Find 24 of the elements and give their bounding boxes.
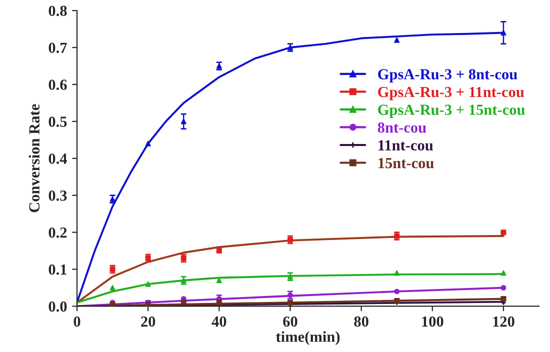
x-tick-label: 120 — [493, 316, 514, 327]
legend-label: GpsA-Ru-3 + 11nt-cou — [378, 86, 524, 100]
x-tick-label: 0 — [74, 316, 80, 327]
y-tick-label: 0.8 — [48, 6, 67, 16]
legend-label: GpsA-Ru-3 + 15nt-cou — [378, 104, 525, 118]
x-tick-label: 60 — [283, 316, 298, 327]
y-tick-label: 0.0 — [48, 301, 67, 312]
y-tick-label: 0.1 — [48, 264, 66, 275]
legend-label: GpsA-Ru-3 + 8nt-cou — [378, 69, 518, 83]
y-tick-label: 0.5 — [48, 116, 67, 127]
y-tick-label: 0.7 — [48, 42, 67, 54]
y-tick-label: 0.2 — [48, 227, 67, 238]
y-tick-label: 0.3 — [48, 190, 67, 201]
legend-label: 8nt-cou — [378, 122, 426, 133]
legend-label: 11nt-cou — [378, 140, 433, 151]
y-tick-label: 0.4 — [48, 154, 67, 164]
x-tick-label: 80 — [354, 316, 368, 327]
x-axis-title: time(min) — [276, 331, 340, 346]
y-axis-title: Conversion Rate — [28, 104, 40, 212]
y-tick-label: 0.6 — [48, 80, 67, 90]
x-tick-label: 100 — [422, 316, 444, 327]
x-tick-label: 40 — [212, 316, 226, 327]
x-tick-label: 20 — [141, 316, 156, 327]
legend-label: 15nt-cou — [378, 158, 434, 168]
